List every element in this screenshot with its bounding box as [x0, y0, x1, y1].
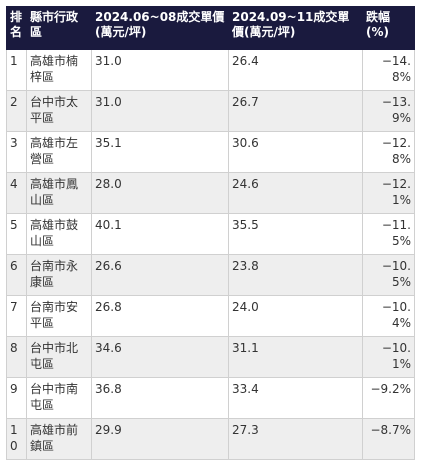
header-district: 縣市行政區 [26, 6, 92, 50]
header-period1: 2024.06~08成交單價(萬元/坪) [91, 6, 229, 50]
district-cell: 高雄市鼓山區 [26, 213, 92, 255]
table-row: 10 高雄市前鎮區 29.9 27.3 −8.7% [6, 418, 415, 460]
table-row: 2 台中市太平區 31.0 26.7 −13.9% [6, 90, 415, 132]
district-cell: 台中市太平區 [26, 90, 92, 132]
period2-price-cell: 30.6 [228, 131, 363, 173]
change-cell: −10.5% [362, 254, 415, 296]
table-header: 排名 縣市行政區 2024.06~08成交單價(萬元/坪) 2024.09~11… [6, 6, 415, 50]
table-body: 1 高雄市楠梓區 31.0 26.4 −14.8% 2 台中市太平區 31.0 26.7 −13.… [6, 49, 415, 460]
header-row: 排名 縣市行政區 2024.06~08成交單價(萬元/坪) 2024.09~11… [6, 6, 415, 50]
period1-price-cell: 26.6 [91, 254, 229, 296]
rank-cell: 3 [6, 131, 27, 173]
table-row: 6 台南市永康區 26.6 23.8 −10.5% [6, 254, 415, 296]
period1-price-cell: 31.0 [91, 90, 229, 132]
period2-price-cell: 24.0 [228, 295, 363, 337]
period1-price-cell: 36.8 [91, 377, 229, 419]
period2-price-cell: 23.8 [228, 254, 363, 296]
rank-cell: 5 [6, 213, 27, 255]
change-cell: −12.8% [362, 131, 415, 173]
change-cell: −14.8% [362, 49, 415, 91]
rank-cell: 7 [6, 295, 27, 337]
change-cell: −10.1% [362, 336, 415, 378]
district-cell: 台南市安平區 [26, 295, 92, 337]
change-cell: −10.4% [362, 295, 415, 337]
period1-price-cell: 35.1 [91, 131, 229, 173]
header-period2: 2024.09~11成交單價(萬元/坪) [228, 6, 363, 50]
district-cell: 台南市永康區 [26, 254, 92, 296]
rank-cell: 4 [6, 172, 27, 214]
period1-price-cell: 28.0 [91, 172, 229, 214]
header-change: 跌幅(%) [362, 6, 415, 50]
district-cell: 高雄市左營區 [26, 131, 92, 173]
period2-price-cell: 31.1 [228, 336, 363, 378]
period2-price-cell: 26.7 [228, 90, 363, 132]
header-rank: 排名 [6, 6, 27, 50]
district-cell: 高雄市前鎮區 [26, 418, 92, 460]
period1-price-cell: 31.0 [91, 49, 229, 91]
table-row: 9 台中市南屯區 36.8 33.4 −9.2% [6, 377, 415, 419]
rank-cell: 9 [6, 377, 27, 419]
period1-price-cell: 26.8 [91, 295, 229, 337]
district-cell: 高雄市楠梓區 [26, 49, 92, 91]
rank-cell: 1 [6, 49, 27, 91]
table-row: 3 高雄市左營區 35.1 30.6 −12.8% [6, 131, 415, 173]
period1-price-cell: 34.6 [91, 336, 229, 378]
rank-cell: 2 [6, 90, 27, 132]
table-row: 1 高雄市楠梓區 31.0 26.4 −14.8% [6, 49, 415, 91]
period2-price-cell: 35.5 [228, 213, 363, 255]
change-cell: −8.7% [362, 418, 415, 460]
period2-price-cell: 24.6 [228, 172, 363, 214]
rank-cell: 10 [6, 418, 27, 460]
price-decline-table: 排名 縣市行政區 2024.06~08成交單價(萬元/坪) 2024.09~11… [6, 6, 415, 460]
table-row: 5 高雄市鼓山區 40.1 35.5 −11.5% [6, 213, 415, 255]
change-cell: −13.9% [362, 90, 415, 132]
rank-cell: 6 [6, 254, 27, 296]
change-cell: −9.2% [362, 377, 415, 419]
price-table-container: 排名 縣市行政區 2024.06~08成交單價(萬元/坪) 2024.09~11… [6, 6, 415, 460]
table-row: 7 台南市安平區 26.8 24.0 −10.4% [6, 295, 415, 337]
change-cell: −12.1% [362, 172, 415, 214]
table-row: 4 高雄市鳳山區 28.0 24.6 −12.1% [6, 172, 415, 214]
period2-price-cell: 33.4 [228, 377, 363, 419]
rank-cell: 8 [6, 336, 27, 378]
district-cell: 台中市北屯區 [26, 336, 92, 378]
period2-price-cell: 26.4 [228, 49, 363, 91]
district-cell: 台中市南屯區 [26, 377, 92, 419]
table-row: 8 台中市北屯區 34.6 31.1 −10.1% [6, 336, 415, 378]
period2-price-cell: 27.3 [228, 418, 363, 460]
period1-price-cell: 29.9 [91, 418, 229, 460]
change-cell: −11.5% [362, 213, 415, 255]
district-cell: 高雄市鳳山區 [26, 172, 92, 214]
period1-price-cell: 40.1 [91, 213, 229, 255]
